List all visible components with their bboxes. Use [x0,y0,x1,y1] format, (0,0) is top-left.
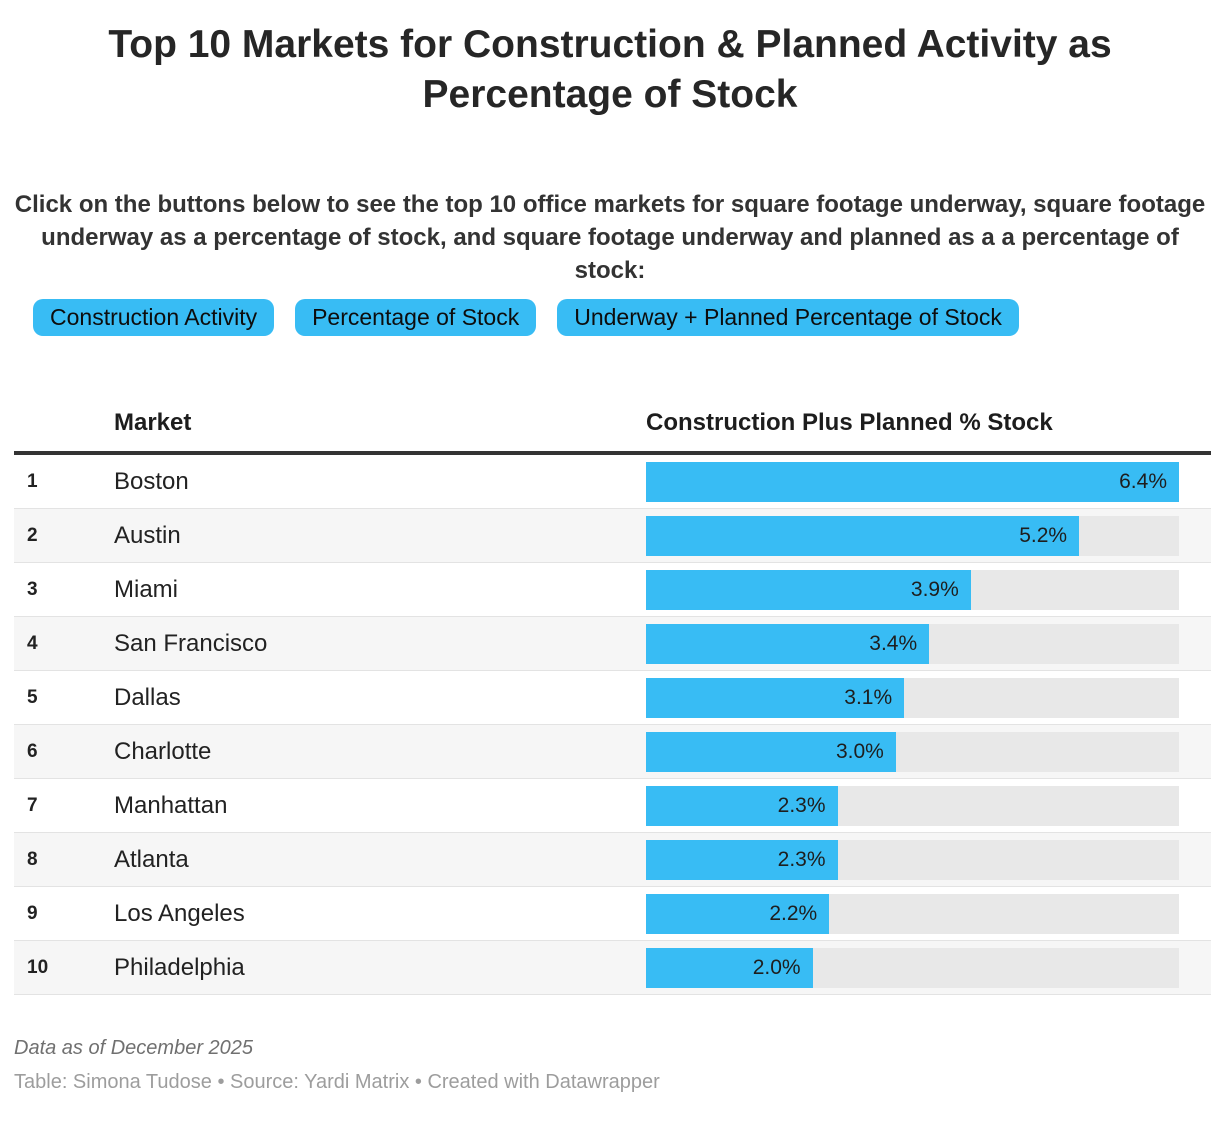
bar-value-label: 3.9% [910,577,959,601]
bar-cell: 2.0% [646,947,1211,988]
bar-value-label: 2.3% [777,847,826,871]
table-row: 7 Manhattan 2.3% [14,779,1211,833]
bar-track: 5.2% [646,515,1179,556]
bar-track: 2.3% [646,839,1179,880]
table-row: 1 Boston 6.4% [14,455,1211,509]
rank-cell: 6 [27,740,38,762]
bar-track: 3.0% [646,731,1179,772]
market-cell: Los Angeles [114,899,245,927]
bar-fill: 3.0% [646,731,896,772]
market-cell: Dallas [114,683,181,711]
rank-cell: 8 [27,848,38,870]
bar-fill: 3.9% [646,569,971,610]
market-column-header: Market [114,409,192,436]
rank-cell: 4 [27,632,38,654]
market-cell: Manhattan [114,791,228,819]
bar-track: 3.4% [646,623,1179,664]
table-row: 6 Charlotte 3.0% [14,725,1211,779]
footer: Data as of December 2025 Table: Simona T… [14,1035,1220,1095]
market-cell: Atlanta [114,845,189,873]
market-cell: Austin [114,521,181,549]
rank-cell: 1 [27,470,38,492]
page-title: Top 10 Markets for Construction & Planne… [108,23,1112,116]
bar-cell: 3.9% [646,569,1211,610]
bar-fill: 5.2% [646,515,1080,556]
market-cell: Miami [114,575,178,603]
data-as-of-note: Data as of December 2025 [14,1037,254,1059]
bar-track: 2.0% [646,947,1179,988]
market-cell: Philadelphia [114,953,245,981]
bar-value-label: 6.4% [1119,469,1167,493]
bar-track: 6.4% [646,461,1179,502]
bar-fill: 3.4% [646,623,930,664]
underway-planned-percentage-button[interactable]: Underway + Planned Percentage of Stock [557,299,1019,336]
market-cell: Boston [114,467,189,495]
table-row: 10 Philadelphia 2.0% [14,941,1211,995]
bar-cell: 2.3% [646,839,1211,880]
bar-cell: 3.4% [646,623,1211,664]
bar-value-label: 2.3% [777,793,826,817]
table-row: 9 Los Angeles 2.2% [14,887,1211,941]
table-row: 3 Miami 3.9% [14,563,1211,617]
bar-fill: 2.0% [646,947,813,988]
market-cell: Charlotte [114,737,212,765]
bar-value-label: 3.4% [869,631,918,655]
construction-activity-button[interactable]: Construction Activity [33,299,275,336]
markets-table: Market Construction Plus Planned % Stock… [14,395,1211,995]
bar-track: 3.1% [646,677,1179,718]
filter-button-row: Construction Activity Percentage of Stoc… [33,299,1220,336]
rank-cell: 5 [27,686,38,708]
rank-cell: 9 [27,902,38,924]
value-column-header: Construction Plus Planned % Stock [646,409,1053,436]
bar-fill: 2.2% [646,893,830,934]
table-row: 5 Dallas 3.1% [14,671,1211,725]
bar-cell: 3.1% [646,677,1211,718]
bar-fill: 3.1% [646,677,905,718]
bar-value-label: 2.0% [752,955,801,979]
bar-fill: 2.3% [646,785,838,826]
bar-fill: 2.3% [646,839,838,880]
bar-track: 2.3% [646,785,1179,826]
percentage-of-stock-button[interactable]: Percentage of Stock [295,299,537,336]
table-row: 2 Austin 5.2% [14,509,1211,563]
bar-cell: 3.0% [646,731,1211,772]
bar-value-label: 3.0% [835,739,884,763]
intro-text: Click on the buttons below to see the to… [14,191,1206,284]
bar-cell: 2.3% [646,785,1211,826]
table-header-row: Market Construction Plus Planned % Stock [14,395,1211,455]
bar-track: 2.2% [646,893,1179,934]
bar-cell: 2.2% [646,893,1211,934]
rank-cell: 3 [27,578,38,600]
bar-value-label: 3.1% [844,685,893,709]
rank-cell: 10 [27,956,49,978]
table-row: 4 San Francisco 3.4% [14,617,1211,671]
bar-cell: 5.2% [646,515,1211,556]
bar-track: 3.9% [646,569,1179,610]
source-byline: Table: Simona Tudose • Source: Yardi Mat… [14,1071,660,1093]
bar-value-label: 5.2% [1019,523,1068,547]
bar-fill: 6.4% [646,461,1179,502]
market-cell: San Francisco [114,629,268,657]
table-body: 1 Boston 6.4% 2 Austin 5.2% 3 Miami [14,455,1211,995]
bar-value-label: 2.2% [769,901,818,925]
rank-cell: 7 [27,794,38,816]
bar-cell: 6.4% [646,461,1211,502]
rank-cell: 2 [27,524,38,546]
table-row: 8 Atlanta 2.3% [14,833,1211,887]
